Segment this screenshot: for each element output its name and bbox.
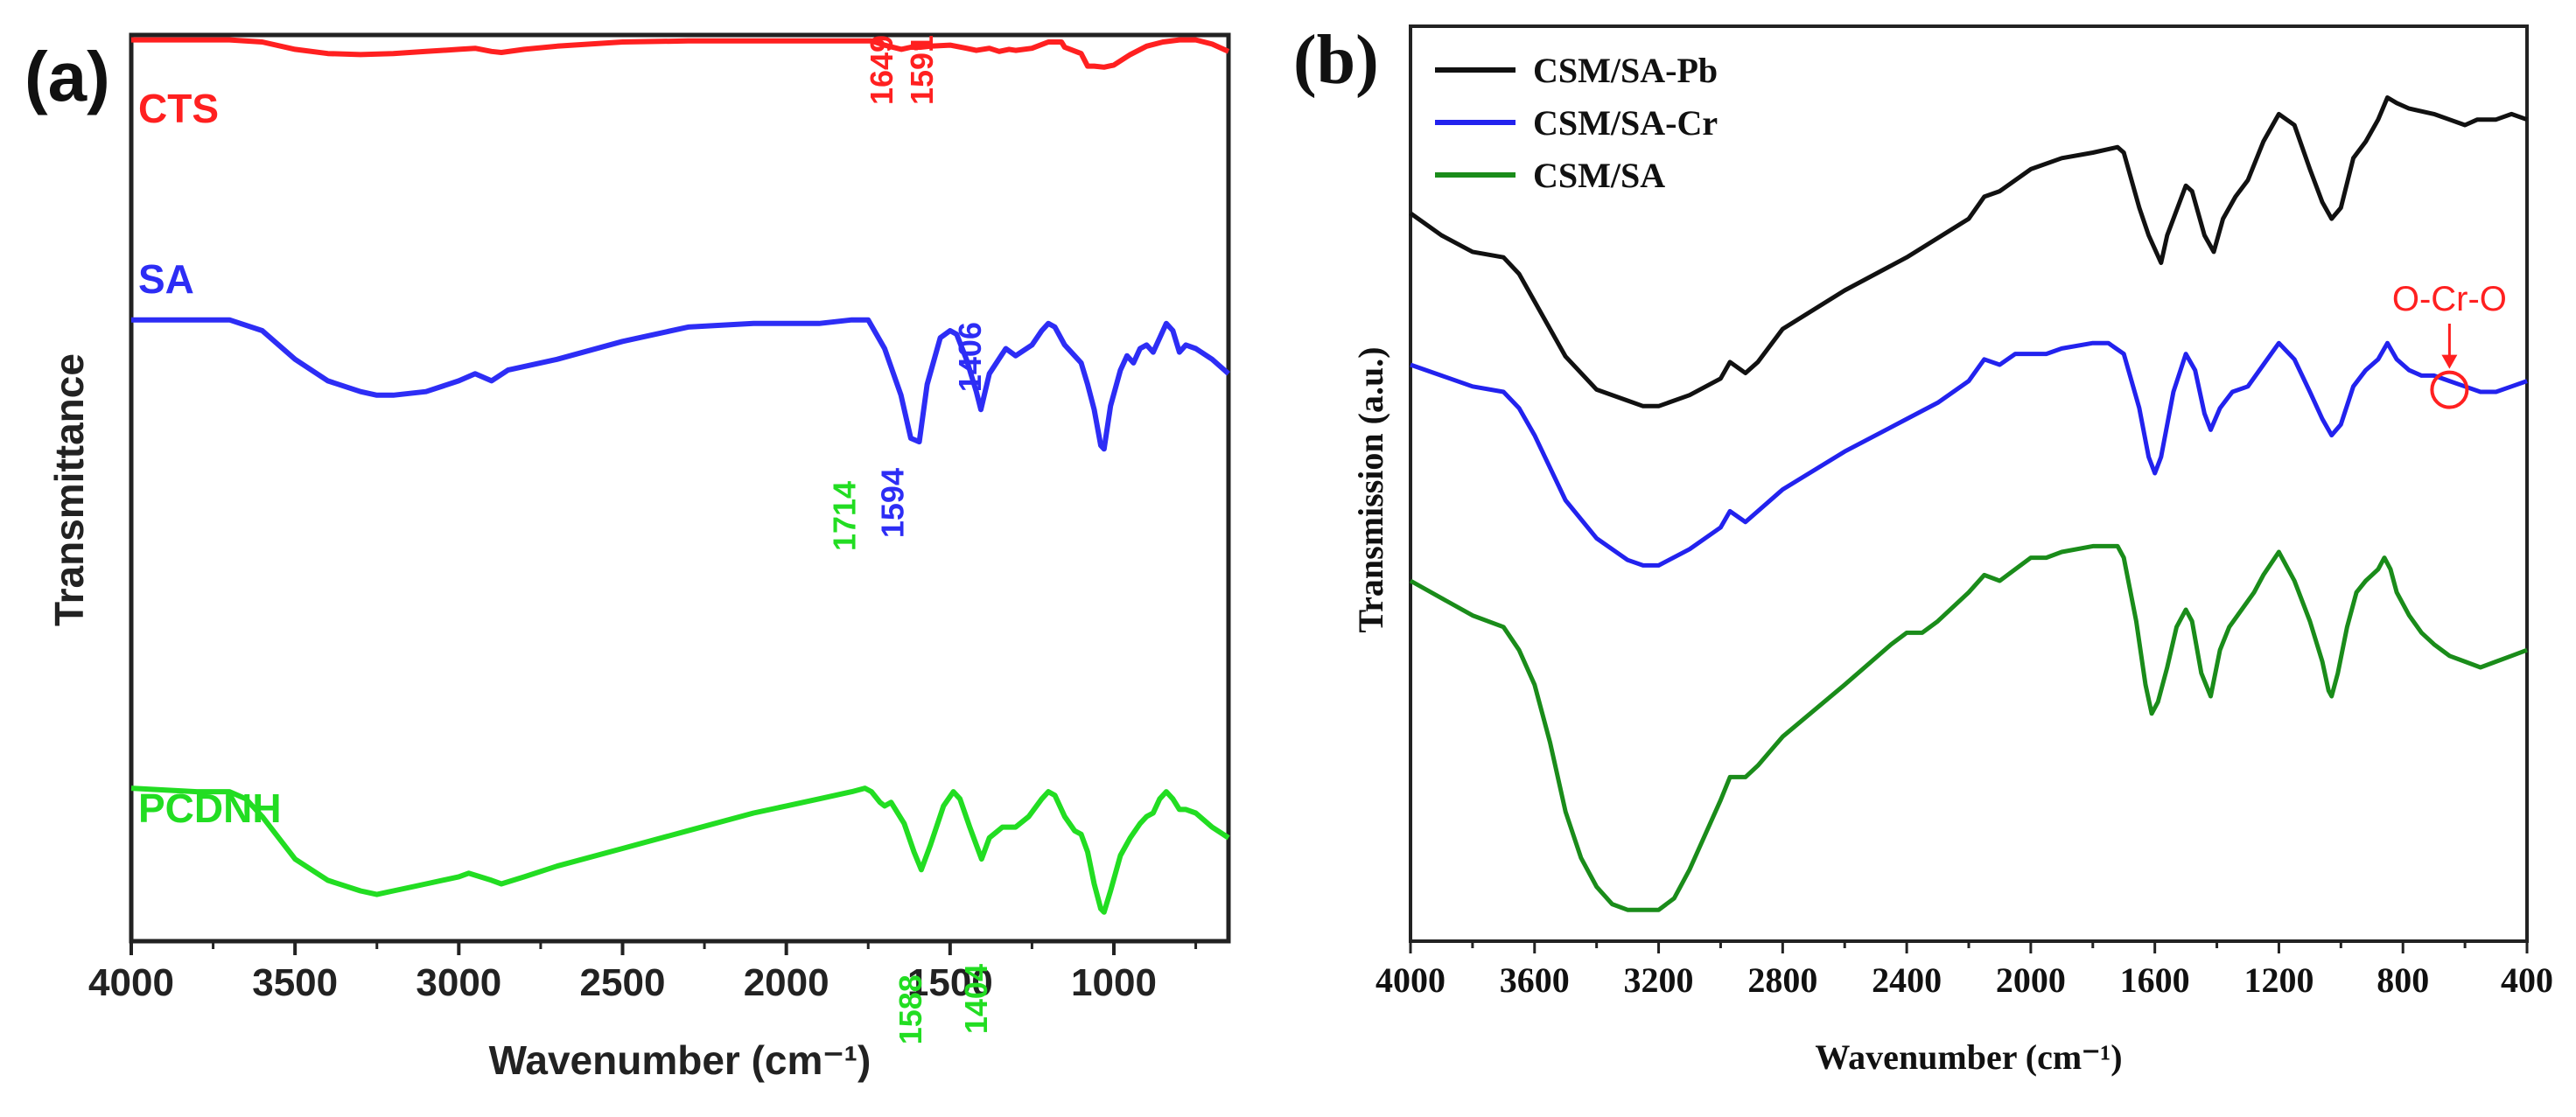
panel-b-legend: CSM/SA-Pb CSM/SA-Cr CSM/SA: [1435, 51, 1718, 195]
series-line-csm-sa-pb: [1409, 95, 2528, 408]
series-line-cts: [131, 37, 1230, 70]
panel-b-x-ticks: 4000 3600 3200 2800 2400 2000 1600 1200 800 400: [1376, 941, 2553, 1000]
annotation-arrowhead: [2441, 354, 2458, 369]
x-tick-label: 400: [2501, 960, 2553, 1000]
panel-a-peak-annotations: 1649 1591 1594 1406 1714 1588 1404: [827, 35, 994, 1044]
panel-a-plot-frame: [129, 32, 1231, 944]
legend-label-csm-sa-pb: CSM/SA-Pb: [1533, 51, 1718, 90]
panel-b-series-lines: [1409, 95, 2528, 912]
panel-a-label: (a): [24, 38, 110, 115]
peak-label-sa-1594: 1594: [875, 468, 911, 538]
panel-b-x-axis-label: Wavenumber (cm⁻¹): [1815, 1037, 2122, 1077]
x-tick-label: 3200: [1624, 960, 1694, 1000]
panel-a-x-ticks: 4000 3500 3000 2500 2000 1500 1000: [88, 941, 1198, 1004]
series-line-csm-sa: [1409, 543, 2528, 912]
legend-label-csm-sa: CSM/SA: [1533, 156, 1665, 195]
annotation-circle: [2430, 370, 2469, 409]
x-tick-label: 3000: [416, 961, 501, 1004]
x-tick-label: 2800: [1747, 960, 1817, 1000]
panel-a: (a) Wavenumber (cm⁻¹) Transmittance 4000…: [24, 32, 1231, 1083]
panel-b-annotations: O-Cr-O: [2392, 280, 2507, 409]
series-line-sa: [131, 317, 1230, 452]
legend-label-csm-sa-cr: CSM/SA-Cr: [1533, 103, 1718, 143]
peak-label-pcdnh-1588: 1588: [892, 974, 928, 1044]
panel-a-y-axis-label: Transmittance: [46, 353, 92, 626]
x-tick-label: 2500: [580, 961, 666, 1004]
x-tick-label: 3500: [252, 961, 338, 1004]
series-label-sa: SA: [138, 256, 194, 302]
peak-label-cts-1649: 1649: [864, 35, 900, 105]
x-tick-label: 2000: [744, 961, 830, 1004]
x-tick-label: 1200: [2244, 960, 2314, 1000]
x-tick-label: 4000: [1376, 960, 1446, 1000]
series-line-pcdnh: [130, 785, 1230, 915]
series-label-pcdnh: PCDNH: [138, 785, 282, 831]
annotation-label: O-Cr-O: [2392, 280, 2507, 318]
x-tick-label: 1600: [2120, 960, 2190, 1000]
peak-label-cts-1591: 1591: [904, 35, 940, 105]
x-tick-label: 1000: [1071, 961, 1157, 1004]
x-tick-label: 2000: [1996, 960, 2066, 1000]
x-tick-label: 2400: [1872, 960, 1942, 1000]
panel-a-x-axis-label: Wavenumber (cm⁻¹): [489, 1037, 872, 1083]
peak-label-pcdnh-1404: 1404: [958, 964, 994, 1034]
x-tick-label: 1500: [907, 961, 993, 1004]
peak-label-pcdnh-1714: 1714: [827, 481, 863, 551]
peak-label-sa-1406: 1406: [952, 322, 988, 392]
x-tick-label: 3600: [1500, 960, 1570, 1000]
series-label-cts: CTS: [138, 86, 219, 131]
x-tick-label: 4000: [88, 961, 174, 1004]
panel-a-series-lines: [130, 37, 1230, 915]
panel-b: (b) Wavenumber (cm⁻¹) Transmission (a.u.…: [1293, 22, 2553, 1077]
series-line-csm-sa-cr: [1410, 340, 2528, 568]
panel-b-label: (b): [1293, 22, 1379, 99]
panel-b-y-axis-label: Transmission (a.u.): [1351, 346, 1390, 632]
x-tick-label: 800: [2376, 960, 2429, 1000]
